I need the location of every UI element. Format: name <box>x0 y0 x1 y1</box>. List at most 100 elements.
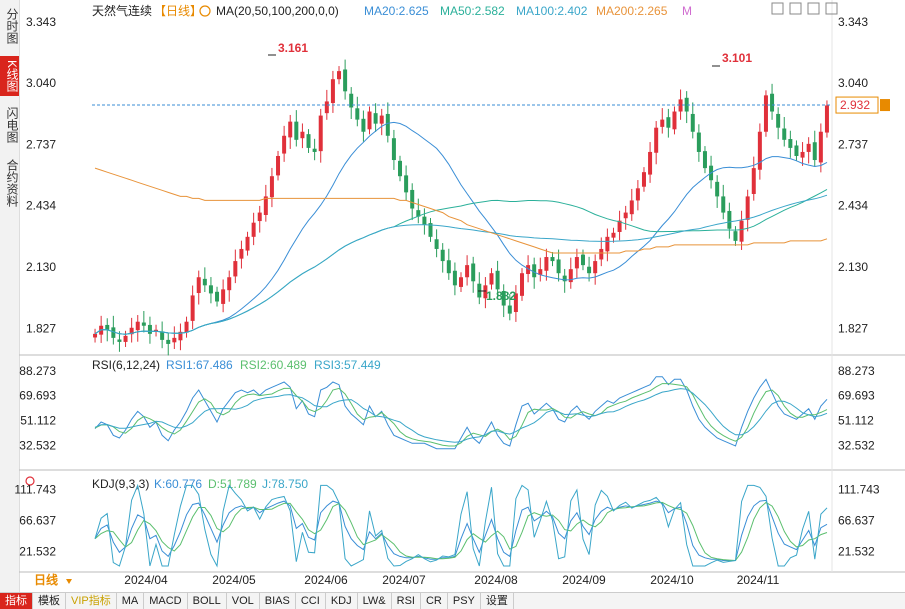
candle-body <box>483 285 488 299</box>
candle-body <box>763 95 768 132</box>
tab-settings[interactable]: 设置 <box>481 593 514 609</box>
candle-body <box>428 223 433 237</box>
candle-body <box>404 175 409 193</box>
kdj-tick-right-0: 111.743 <box>838 483 880 497</box>
ma100-line <box>94 194 828 335</box>
candle-body <box>135 321 140 331</box>
candle-body <box>166 339 171 344</box>
x-label-0: 日线 <box>34 572 58 587</box>
instrument-name: 天然气连续 <box>92 3 152 18</box>
sidebar-tab-0[interactable]: 分时图 <box>5 8 19 44</box>
tab-ma[interactable]: MA <box>117 593 145 609</box>
sidebar-tab-1[interactable]: K线图 <box>0 56 19 96</box>
zoom-in-icon <box>789 2 802 15</box>
candle-body <box>794 145 799 156</box>
y-tick-left-5: 1.827 <box>26 321 56 335</box>
candle-body <box>788 139 793 148</box>
candle-body <box>623 212 628 219</box>
rsi-tick-right-0: 88.273 <box>838 364 875 378</box>
rsi-title: RSI(6,12,24) <box>92 358 160 372</box>
candle-body <box>574 257 579 269</box>
kdj-legend-1: D:51.789 <box>208 477 257 491</box>
candle-body <box>770 93 775 112</box>
candle-body <box>641 172 646 187</box>
rsi-tick-left-1: 69.693 <box>19 389 56 403</box>
tab-boll[interactable]: BOLL <box>188 593 227 609</box>
annotation-high2: 3.101 <box>722 51 752 65</box>
candle-body <box>751 168 756 194</box>
candle-body <box>233 261 238 277</box>
close-icon <box>825 2 838 15</box>
candle-body <box>282 135 287 154</box>
tab-kdj[interactable]: KDJ <box>326 593 358 609</box>
candle-body <box>422 216 427 225</box>
candle-body <box>556 259 561 274</box>
candle-body <box>276 155 281 176</box>
tab-macd[interactable]: MACD <box>144 593 188 609</box>
tab-lwr[interactable]: LW& <box>358 593 392 609</box>
y-tick-right-0: 3.343 <box>838 15 868 29</box>
sidebar-tab-2[interactable]: 闪电图 <box>5 107 19 143</box>
candle-body <box>648 151 653 175</box>
kdj-tick-left-1: 66.637 <box>19 513 56 527</box>
y-tick-right-5: 1.827 <box>838 321 868 335</box>
candle-body <box>123 335 128 342</box>
candle-body <box>660 119 665 127</box>
candle-body <box>782 128 787 140</box>
tab-psy[interactable]: PSY <box>448 593 481 609</box>
tab-cci[interactable]: CCI <box>296 593 326 609</box>
zoom-out-icon <box>807 2 820 15</box>
candles <box>93 59 829 356</box>
candle-body <box>513 293 518 313</box>
candle-body <box>739 220 744 242</box>
tab-indicators[interactable]: 指标 <box>0 593 33 609</box>
sidebar-tab-3[interactable]: 合约资料 <box>5 159 19 207</box>
candle-body <box>184 321 189 333</box>
rsi-legend-0: RSI1:67.486 <box>166 358 233 372</box>
candle-body <box>818 131 823 163</box>
candle-body <box>337 71 342 80</box>
x-label-3: 2024/06 <box>304 573 348 587</box>
tab-vip[interactable]: VIP指标 <box>66 593 117 609</box>
candle-body <box>532 264 537 278</box>
kdj-j-line <box>94 483 828 568</box>
rsi-tick-left-3: 32.532 <box>19 438 56 452</box>
indicator-tab-bar: 指标 模板 VIP指标 MA MACD BOLL VOL BIAS CCI KD… <box>0 592 905 609</box>
add-indicator-icon <box>199 5 211 17</box>
rsi-tick-right-3: 32.532 <box>838 438 875 452</box>
tab-cr[interactable]: CR <box>421 593 448 609</box>
candle-body <box>129 327 134 335</box>
kdj-legend-0: K:60.776 <box>154 477 202 491</box>
y-tick-left-3: 2.434 <box>26 199 56 213</box>
sun-icon <box>25 476 35 486</box>
candle-body <box>459 277 463 287</box>
period-label: 【日线】 <box>154 4 202 18</box>
candle-body <box>465 265 470 278</box>
rsi-tick-right-2: 51.112 <box>838 414 874 428</box>
candle-body <box>367 111 372 130</box>
candle-body <box>654 127 659 153</box>
candle-body <box>208 285 213 294</box>
y-tick-right-1: 3.040 <box>838 76 868 90</box>
x-label-1: 2024/04 <box>124 573 168 587</box>
candle-body <box>410 189 415 209</box>
kdj-d-line <box>94 501 828 562</box>
tab-rsi[interactable]: RSI <box>392 593 421 609</box>
tab-bias[interactable]: BIAS <box>260 593 296 609</box>
candle-body <box>507 305 512 314</box>
candle-body <box>349 93 354 108</box>
candle-body <box>526 265 531 275</box>
tab-templates[interactable]: 模板 <box>33 593 66 609</box>
candle-body <box>440 249 445 262</box>
candle-body <box>117 339 122 342</box>
candle-body <box>678 99 683 112</box>
candle-body <box>361 118 366 132</box>
x-label-8: 2024/11 <box>737 573 780 587</box>
rsi2-line <box>94 383 828 447</box>
candle-body <box>306 134 311 148</box>
candle-body <box>93 333 98 338</box>
tab-vol[interactable]: VOL <box>227 593 260 609</box>
kdj-tick-right-2: 21.532 <box>838 544 875 558</box>
candle-body <box>416 210 421 217</box>
candle-body <box>501 290 506 306</box>
